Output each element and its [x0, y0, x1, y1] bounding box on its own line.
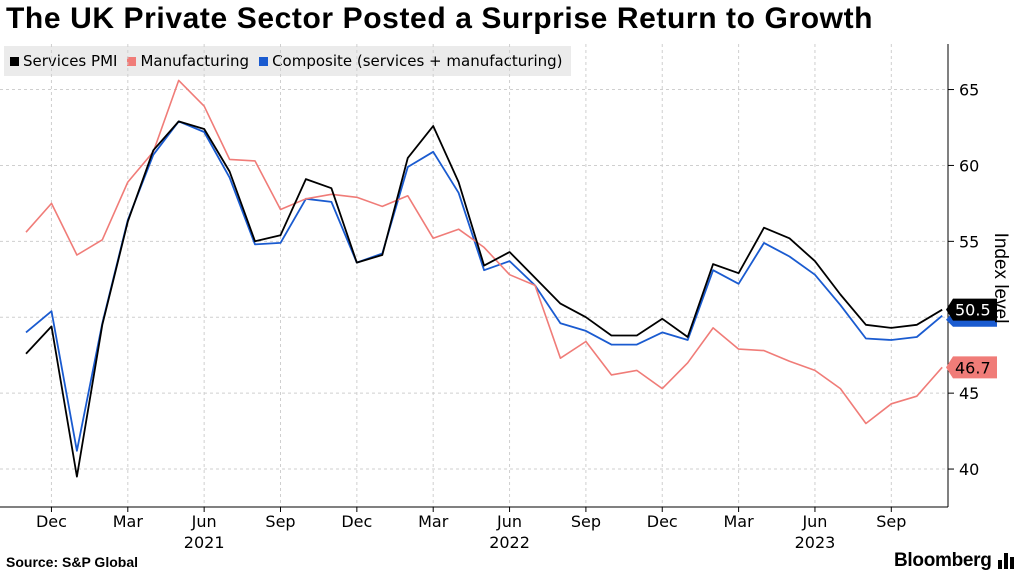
- end-value-callout-services: [946, 298, 997, 321]
- x-tick-label: Jun: [496, 512, 522, 531]
- legend-label-services: Services PMI: [23, 52, 118, 70]
- y-tick-label: 40: [959, 460, 979, 479]
- series-line-manufacturing: [25, 79, 943, 425]
- legend-item-composite: Composite (services + manufacturing): [259, 52, 563, 70]
- services-swatch-icon: [10, 56, 19, 66]
- chart-title: The UK Private Sector Posted a Surprise …: [6, 2, 874, 35]
- x-tick-label: Mar: [724, 512, 755, 531]
- x-tick-label: Jun: [191, 512, 217, 531]
- manufacturing-swatch-icon: [127, 56, 137, 66]
- composite-swatch-icon: [259, 56, 269, 66]
- x-tick-label: Dec: [36, 512, 67, 531]
- series-line-services: [25, 120, 943, 478]
- x-year-label: 2022: [489, 533, 530, 552]
- legend-label-composite: Composite (services + manufacturing): [272, 52, 563, 70]
- x-tick-label: Dec: [341, 512, 372, 531]
- legend-item-manufacturing: Manufacturing: [127, 52, 249, 70]
- end-value-label-manufacturing: 46.7: [955, 358, 991, 377]
- end-value-label-services: 50.5: [955, 301, 991, 320]
- end-value-callout-manufacturing: [946, 356, 997, 379]
- x-tick-label: Sep: [265, 512, 295, 531]
- x-tick-label: Mar: [113, 512, 144, 531]
- brand-name: Bloomberg: [894, 550, 992, 571]
- y-tick-label: 45: [959, 384, 979, 403]
- bars-logo-icon: [997, 553, 1014, 569]
- x-tick-label: Jun: [801, 512, 827, 531]
- y-tick-label: 60: [959, 156, 979, 175]
- y-tick-label: 55: [959, 232, 979, 251]
- source-note: Source: S&P Global: [6, 554, 138, 570]
- legend-label-manufacturing: Manufacturing: [140, 52, 250, 70]
- x-year-label: 2023: [795, 533, 836, 552]
- y-axis-title: Index level: [990, 232, 1011, 324]
- x-tick-label: Dec: [647, 512, 678, 531]
- legend: Services PMI Manufacturing Composite (se…: [4, 46, 571, 76]
- x-tick-label: Mar: [418, 512, 449, 531]
- x-tick-label: Sep: [876, 512, 906, 531]
- x-year-label: 2021: [184, 533, 225, 552]
- x-tick-label: Sep: [571, 512, 601, 531]
- legend-item-services: Services PMI: [10, 52, 117, 70]
- y-tick-label: 65: [959, 81, 979, 100]
- bloomberg-logo: Bloomberg: [894, 550, 1014, 572]
- series-line-composite: [25, 120, 943, 452]
